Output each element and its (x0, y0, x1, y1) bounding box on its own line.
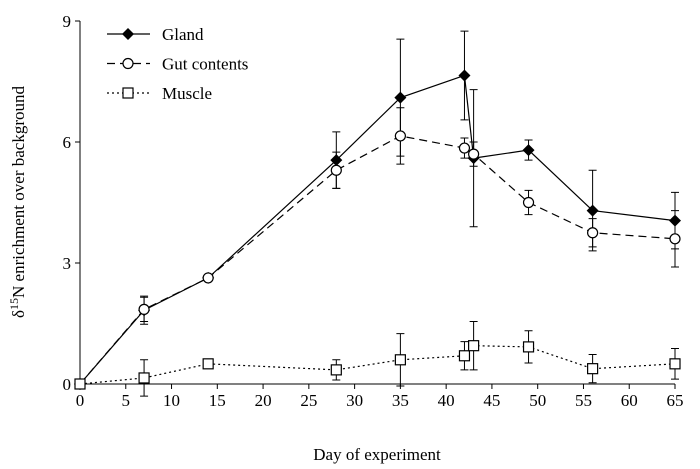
x-tick-label: 20 (255, 391, 272, 410)
y-label-part: N enrichment over background (9, 86, 28, 298)
x-tick-label: 15 (209, 391, 226, 410)
x-tick-label: 0 (76, 391, 85, 410)
x-tick-label: 55 (575, 391, 592, 410)
marker (138, 372, 150, 384)
x-tick-label: 5 (122, 391, 131, 410)
marker (458, 69, 471, 82)
marker (587, 227, 599, 239)
marker (458, 350, 471, 362)
y-tick-label: 3 (63, 254, 72, 273)
y-label-part: δ (9, 310, 28, 318)
series-line (79, 135, 676, 385)
series-line (79, 74, 676, 385)
marker (122, 87, 134, 99)
marker (522, 196, 535, 209)
legend-label: Gland (162, 25, 204, 44)
y-tick-label: 0 (63, 375, 72, 394)
marker (394, 354, 406, 366)
marker (330, 164, 342, 176)
marker (122, 28, 134, 40)
marker (522, 144, 535, 157)
marker (394, 91, 407, 104)
marker (122, 57, 134, 70)
marker (458, 142, 471, 154)
marker (468, 340, 480, 352)
legend-label: Gut contents (162, 55, 248, 74)
x-tick-label: 10 (163, 391, 180, 410)
x-tick-label: 60 (621, 391, 638, 410)
x-axis-label: Day of experiment (313, 445, 441, 464)
marker (669, 233, 681, 245)
x-tick-label: 50 (529, 391, 546, 410)
marker (202, 358, 214, 370)
x-tick-label: 45 (483, 391, 500, 410)
marker (468, 148, 480, 160)
series-line (79, 345, 676, 385)
marker (202, 272, 214, 284)
marker (138, 303, 150, 315)
x-tick-label: 40 (438, 391, 455, 410)
x-tick-label: 35 (392, 391, 409, 410)
legend-label: Muscle (162, 84, 212, 103)
x-tick-label: 25 (300, 391, 317, 410)
y-tick-label: 9 (63, 12, 72, 31)
marker (394, 130, 406, 142)
marker (587, 363, 599, 375)
marker (74, 378, 86, 390)
y-axis-label: δ15N enrichment over background (7, 86, 28, 318)
x-tick-label: 30 (346, 391, 363, 410)
marker (586, 204, 599, 217)
marker (669, 358, 681, 370)
y-label-sup: 15 (7, 298, 21, 310)
marker (522, 341, 535, 353)
marker (330, 364, 342, 376)
y-tick-label: 6 (63, 133, 72, 152)
x-tick-label: 65 (667, 391, 684, 410)
